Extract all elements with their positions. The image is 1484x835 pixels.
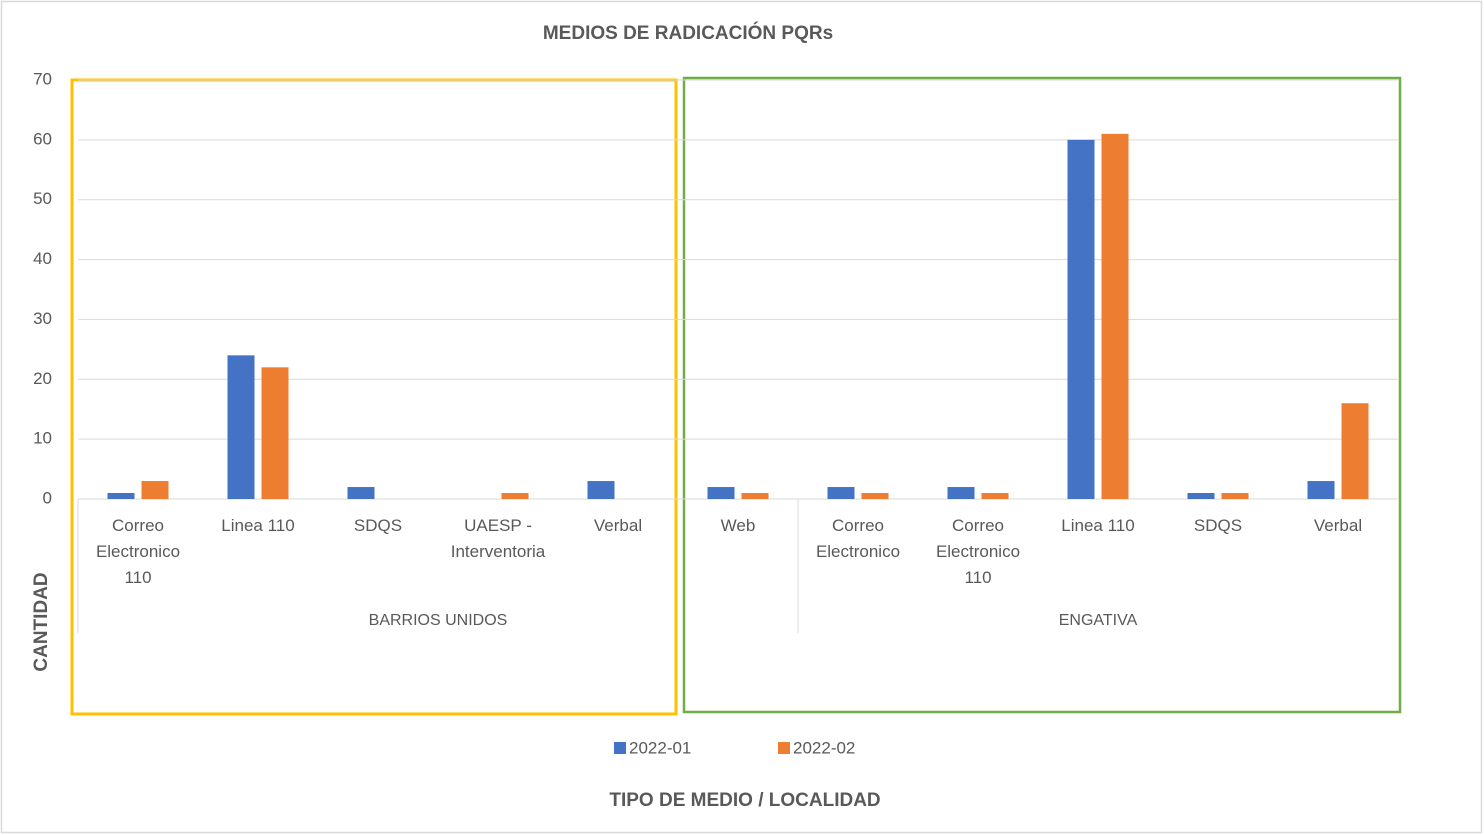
bar [141, 481, 169, 499]
bar [1101, 133, 1129, 499]
bar [707, 487, 735, 499]
x-tick-label: Correo Electronico [815, 516, 901, 561]
x-tick-label: Web [720, 516, 756, 535]
bar [1067, 139, 1095, 499]
bar [981, 493, 1009, 499]
x-tick-label: UAESP - Interventoria [450, 516, 546, 561]
y-tick-label: 40 [33, 249, 52, 268]
y-tick-label: 0 [43, 488, 52, 507]
y-tick-label: 20 [33, 369, 52, 388]
x-axis-title: TIPO DE MEDIO / LOCALIDAD [609, 790, 880, 811]
bar [227, 355, 255, 499]
group-label: BARRIOS UNIDOS [369, 612, 508, 629]
x-tick-label: Verbal [1313, 516, 1363, 535]
x-tick-label: Verbal [593, 516, 643, 535]
bar [107, 493, 135, 499]
bar [261, 367, 289, 499]
x-tick-label: SDQS [1193, 516, 1243, 535]
legend-swatch [778, 742, 790, 754]
bar [501, 493, 529, 499]
bar [347, 487, 375, 499]
bar [1221, 493, 1249, 499]
x-tick-label: SDQS [353, 516, 403, 535]
bar [1307, 481, 1335, 499]
legend-label: 2022-01 [629, 738, 691, 757]
highlight-box [682, 76, 1402, 714]
chart-title: MEDIOS DE RADICACIÓN PQRs [543, 22, 833, 44]
bar [587, 481, 615, 499]
bar [827, 487, 855, 499]
y-tick-label: 60 [33, 129, 52, 148]
y-tick-label: 70 [33, 69, 52, 88]
bar [947, 487, 975, 499]
bar [741, 493, 769, 499]
x-tick-label: Linea 110 [221, 516, 295, 535]
bar [1187, 493, 1215, 499]
group-label: ENGATIVA [1059, 612, 1138, 629]
bar [861, 493, 889, 499]
x-tick-label: Correo Electronico 110 [935, 516, 1021, 587]
y-tick-label: 30 [33, 309, 52, 328]
legend-label: 2022-02 [793, 738, 855, 757]
legend-swatch [614, 742, 626, 754]
y-tick-label: 10 [33, 429, 52, 448]
y-tick-label: 50 [33, 189, 52, 208]
bar [1341, 403, 1369, 499]
y-axis-title: CANTIDAD [31, 572, 52, 671]
x-tick-label: Linea 110 [1061, 516, 1135, 535]
x-tick-label: Correo Electronico 110 [95, 516, 181, 587]
